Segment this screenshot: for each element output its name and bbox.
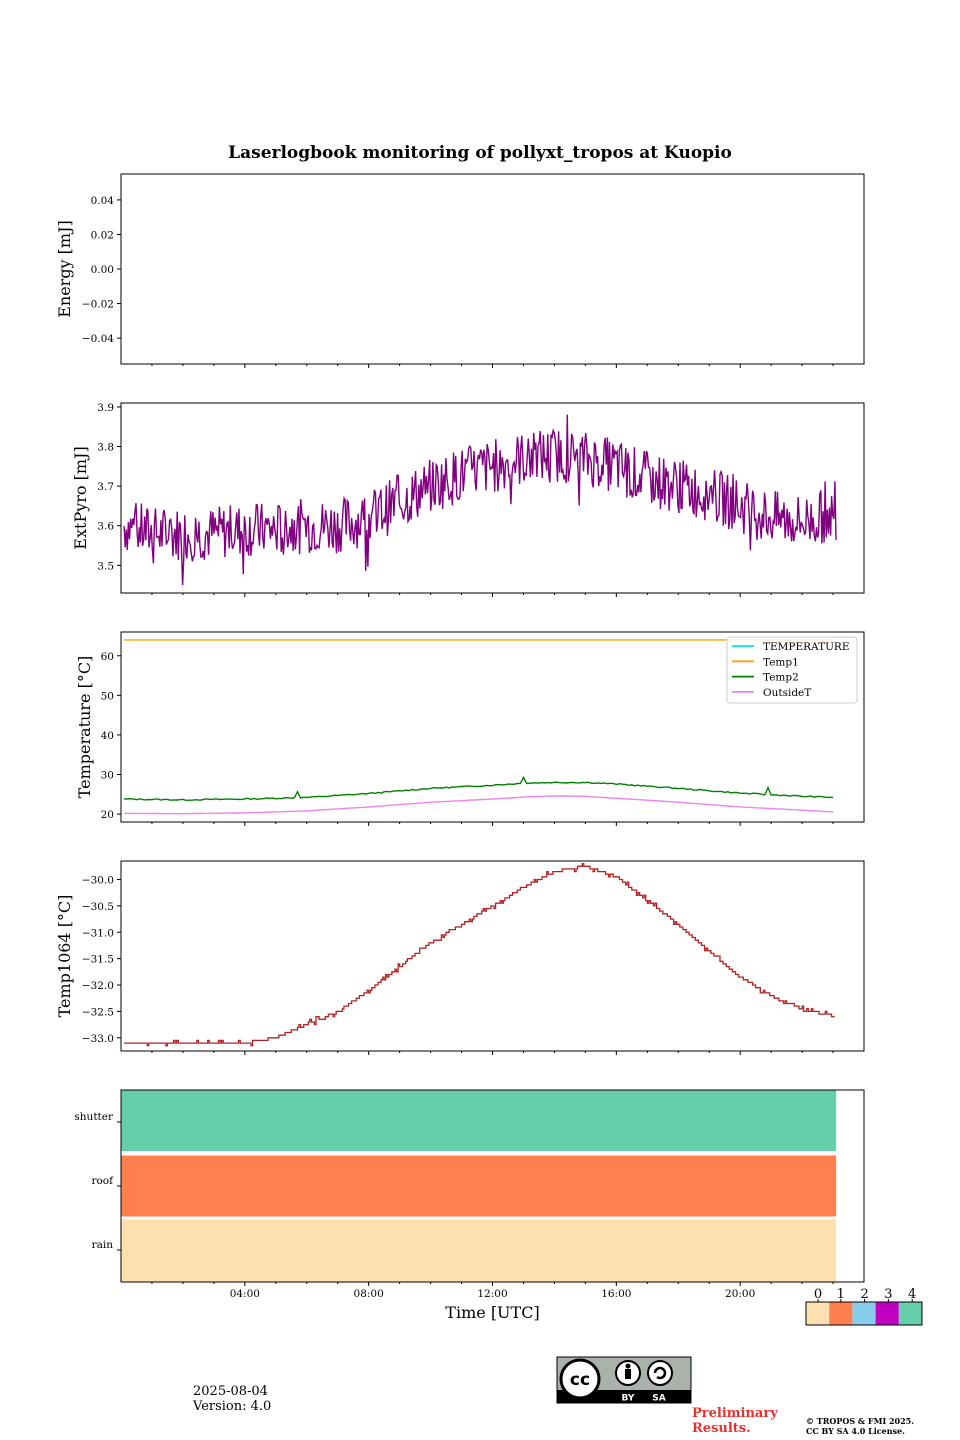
badge-by-label: BY — [622, 1394, 635, 1404]
temp1064-ytick-label: −30.5 — [82, 901, 114, 913]
run-info: 2025-08-04 Version: 4.0 — [193, 1384, 271, 1414]
energy-ytick-label: 0.00 — [91, 264, 114, 276]
extpyro-ytick-label: 3.7 — [97, 481, 114, 493]
temperature-series-temp2 — [124, 775, 834, 802]
colorbar-tick-label: 2 — [860, 1287, 868, 1302]
temperature-ytick-label: 40 — [101, 730, 114, 742]
status-label-rain: rain — [92, 1239, 114, 1251]
colorbar-swatch — [875, 1302, 899, 1325]
temp1064-ytick-label: −31.5 — [82, 954, 114, 966]
preliminary-line-1: Preliminary — [692, 1406, 778, 1421]
preliminary-note: Preliminary Results. — [692, 1406, 778, 1436]
temperature-ylabel: Temperature [°C] — [75, 656, 94, 799]
extpyro-series-line — [123, 414, 837, 586]
status-xtick-label: 04:00 — [230, 1288, 260, 1300]
panel-energy: −0.04 −0.02 0.00 0.02 0.04 Energy [mJ] — [55, 173, 865, 368]
panel-status: rain roof shutter 04:00 08:00 12:00 16:00 20:00… — [74, 1089, 865, 1322]
extpyro-ytick-label: 3.9 — [97, 402, 114, 414]
panel-temperature: 20 30 40 50 60 Temperature [°C] TEMPERATURE Tem… — [75, 631, 865, 826]
cc-license-badge: cc BY SA — [556, 1356, 692, 1404]
temperature-legend: TEMPERATURE Temp1 Temp2 OutsideT — [726, 636, 858, 704]
status-bar-rain — [121, 1219, 837, 1282]
energy-ytick-label: −0.02 — [82, 299, 114, 311]
status-xtick-label: 08:00 — [354, 1288, 384, 1300]
temperature-ytick-label: 20 — [101, 809, 114, 821]
temperature-ytick-label: 30 — [101, 770, 114, 782]
temp1064-ytick-label: −31.0 — [82, 927, 114, 939]
energy-ytick-label: −0.04 — [82, 333, 114, 345]
colorbar-frame — [805, 1301, 923, 1326]
energy-ytick-label: 0.02 — [91, 229, 114, 241]
temp1064-ytick-label: −33.0 — [82, 1033, 114, 1045]
preliminary-line-2: Results. — [692, 1421, 751, 1436]
share-alike-icon — [647, 1360, 673, 1386]
colorbar-tick-label: 0 — [814, 1287, 822, 1302]
copyright-line-1: © TROPOS & FMI 2025. — [806, 1416, 915, 1426]
status-xtick-label: 20:00 — [725, 1288, 755, 1300]
status-label-shutter: shutter — [74, 1111, 114, 1123]
temp1064-ytick-label: −32.5 — [82, 1006, 114, 1018]
legend-label: Temp1 — [763, 656, 799, 668]
status-xtick-label: 12:00 — [477, 1288, 507, 1300]
energy-ylabel: Energy [mJ] — [55, 220, 74, 318]
badge-sa-label: SA — [652, 1394, 665, 1404]
temp1064-series-line — [124, 862, 835, 1047]
run-date: 2025-08-04 — [193, 1384, 268, 1399]
panel-temp1064: −33.0 −32.5 −32.0 −31.5 −31.0 −30.5 −30.0 Temp1… — [55, 860, 865, 1055]
colorbar-swatch — [898, 1302, 922, 1325]
energy-axes-frame — [120, 173, 865, 365]
colorbar-tick-label: 4 — [908, 1287, 916, 1302]
extpyro-ytick-label: 3.8 — [97, 442, 114, 454]
status-xlabel: Time [UTC] — [445, 1303, 539, 1322]
temp1064-ytick-label: −32.0 — [82, 980, 114, 992]
legend-frame — [726, 636, 858, 704]
temperature-series-outsidet — [124, 795, 834, 815]
legend-label: TEMPERATURE — [763, 641, 850, 653]
temperature-ytick-label: 60 — [101, 651, 114, 663]
temp1064-ytick-label: −30.0 — [82, 874, 114, 886]
temp1064-ylabel: Temp1064 [°C] — [55, 895, 74, 1018]
temp1064-axes-frame — [120, 860, 865, 1052]
colorbar-swatch — [829, 1302, 853, 1325]
extpyro-ytick-label: 3.5 — [97, 560, 114, 572]
legend-label: OutsideT — [763, 687, 811, 699]
status-bar-shutter — [121, 1090, 837, 1151]
temperature-ytick-label: 50 — [101, 690, 114, 702]
run-version: Version: 4.0 — [193, 1399, 272, 1414]
panel-extpyro: 3.5 3.6 3.7 3.8 3.9 ExtPyro [mJ] — [71, 402, 865, 597]
svg-text:cc: cc — [570, 1370, 590, 1390]
extpyro-ylabel: ExtPyro [mJ] — [71, 446, 90, 549]
by-person-icon — [615, 1360, 641, 1386]
status-label-roof: roof — [91, 1175, 114, 1187]
colorbar-tick-label: 3 — [884, 1287, 892, 1302]
status-xtick-label: 16:00 — [601, 1288, 631, 1300]
status-bar-roof — [121, 1155, 837, 1217]
copyright-line-2: CC BY SA 4.0 License. — [806, 1426, 905, 1436]
energy-ytick-label: 0.04 — [91, 195, 115, 207]
copyright-note: © TROPOS & FMI 2025. CC BY SA 4.0 Licens… — [806, 1416, 914, 1436]
colorbar-tick-label: 1 — [837, 1287, 845, 1302]
colorbar-swatch — [852, 1302, 876, 1325]
colorbar-swatch — [806, 1302, 830, 1325]
extpyro-ytick-label: 3.6 — [97, 521, 114, 533]
cc-logo-icon: cc — [559, 1358, 601, 1400]
figure-title: Laserlogbook monitoring of pollyxt_tropo… — [228, 143, 732, 163]
legend-label: Temp2 — [763, 672, 799, 684]
